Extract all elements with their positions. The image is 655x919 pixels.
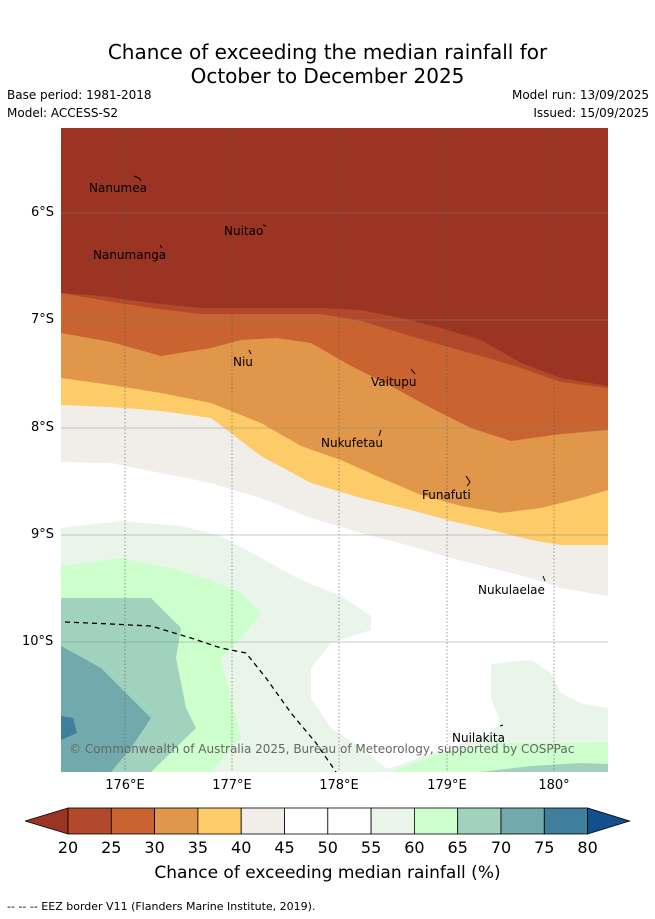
colorbar-cell [154,807,199,835]
place-label-nanumea: Nanumea [89,181,147,195]
lon-label-177e: 177°E [212,778,252,793]
place-label-niu: Niu [233,355,253,369]
colorbar-over-arrow [587,807,631,835]
colorbar-cell [67,807,112,835]
place-label-nukufetau: Nukufetau [321,436,384,450]
colorbar-tick-label: 50 [317,838,338,857]
colorbar-cell [457,807,502,835]
title-line-2: October to December 2025 [190,64,465,88]
base-period: Base period: 1981-2018 [7,88,152,102]
lat-label-9s: 9°S [31,527,55,542]
colorbar-tick-label: 65 [447,838,468,857]
rainfall-map [61,128,608,772]
model-name: Model: ACCESS-S2 [7,106,119,120]
place-label-nukulaelae: Nukulaelae [478,583,545,597]
colorbar-cell [370,807,415,835]
colorbar-cell [413,807,459,835]
colorbar-label: Chance of exceeding median rainfall (%) [154,863,501,883]
lat-label-6s: 6°S [31,205,55,220]
place-label-nuitao: Nuitao [224,224,264,238]
colorbar-tick-label: 55 [360,838,382,857]
colorbar-cell [327,807,372,835]
colorbar-tick-label: 60 [404,838,425,857]
eez-border-note: -- -- -- EEZ border V11 (Flanders Marine… [7,900,316,913]
lon-label-179e: 179°E [427,778,467,793]
colorbar-cell [197,807,242,835]
copyright-notice: © Commonwealth of Australia 2025, Bureau… [69,742,575,756]
lon-label-176e: 176°E [105,778,145,793]
colorbar-tick-label: 25 [101,838,122,857]
place-label-vaitupu: Vaitupu [371,375,417,389]
place-label-nanumanga: Nanumanga [93,248,167,262]
colorbar-cell [284,807,329,835]
lat-label-10s: 10°S [22,634,54,649]
colorbar-tick-label: 45 [274,838,295,857]
colorbar-tick-label: 35 [187,838,209,857]
issued-date: Issued: 15/09/2025 [533,106,649,120]
colorbar-tick-label: 20 [57,838,79,857]
colorbar-under-arrow [25,807,69,835]
lat-label-8s: 8°S [31,420,55,435]
place-label-nuilakita: Nuilakita [452,731,505,745]
map-title: Chance of exceeding the median rainfall … [0,40,655,88]
colorbar-cell [110,807,156,835]
colorbar-tick-label: 80 [577,838,598,857]
model-run: Model run: 13/09/2025 [511,88,649,102]
lat-label-7s: 7°S [31,312,55,327]
colorbar [25,807,631,835]
colorbar-tick-label: 40 [231,838,252,857]
colorbar-cell [240,807,285,835]
colorbar-cell [543,807,588,835]
colorbar-cell [500,807,545,835]
colorbar-tick-label: 30 [144,838,165,857]
colorbar-tick-label: 75 [534,838,555,857]
lon-label-178e: 178°E [319,778,359,793]
lon-label-180: 180° [538,778,570,793]
place-label-funafuti: Funafuti [422,488,471,502]
title-line-1: Chance of exceeding the median rainfall … [107,40,548,64]
colorbar-tick-label: 70 [490,838,512,857]
